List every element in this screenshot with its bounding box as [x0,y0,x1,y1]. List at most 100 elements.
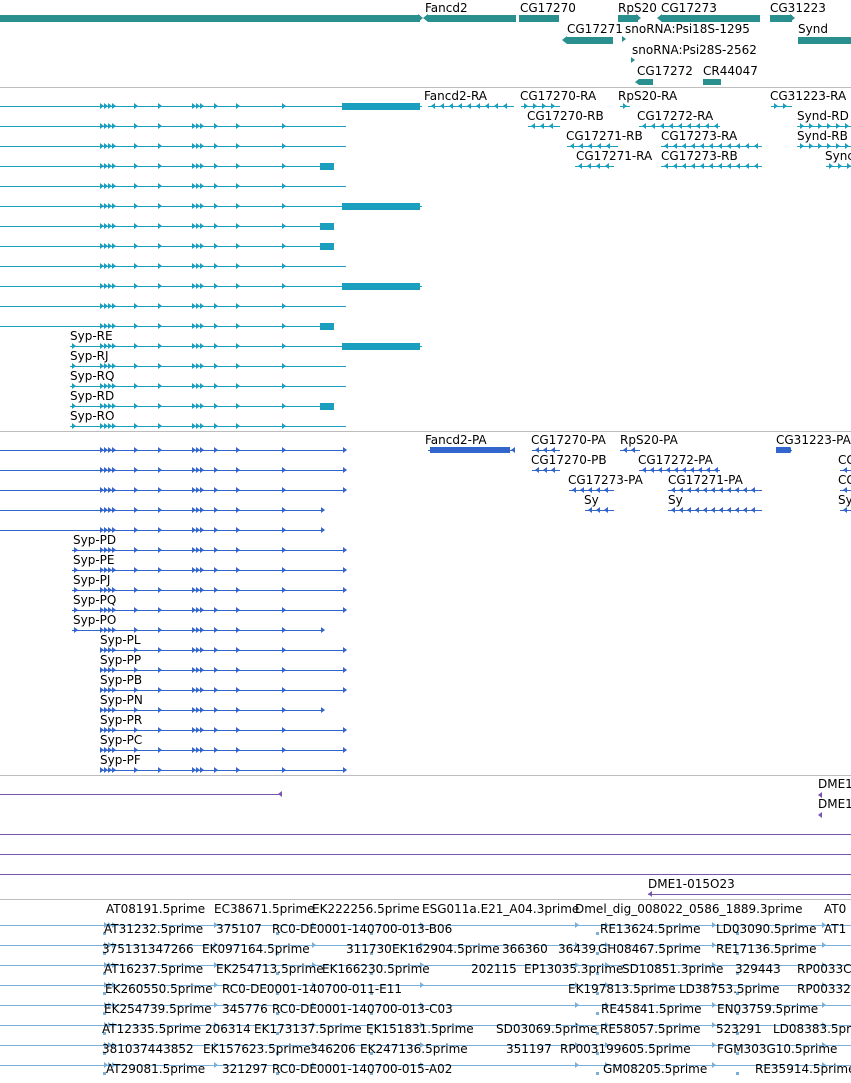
feature-label[interactable]: EK254713.5prime [216,962,324,976]
feature-label[interactable]: 345776 [222,1002,268,1016]
feature-label[interactable]: RC0-DE0001-140700-013-B06 [272,922,453,936]
feature-label[interactable]: Syp-RE [70,329,113,343]
exon-block[interactable] [342,283,420,290]
feature-label[interactable]: EC38671.5prime [214,902,315,916]
feature-label[interactable]: RP003199605.5prime [560,1042,691,1056]
feature-label[interactable]: Syp-RO [70,409,115,423]
feature-label[interactable]: EN03759.5prime [717,1002,819,1016]
feature-label[interactable]: AT12335.5prime [102,1022,202,1036]
feature-label[interactable]: EK162904.5prime [392,942,500,956]
feature-label[interactable]: RpS20-RA [618,89,678,103]
feature-label[interactable]: Syp-RQ [70,369,115,383]
feature-label[interactable]: RE13624.5prime [600,922,701,936]
feature-label[interactable]: 366360 [502,942,548,956]
feature-label[interactable]: SD10851.3prime [622,962,724,976]
feature-label[interactable]: LD03090.5prime [716,922,817,936]
feature-label[interactable]: CG17273 [661,1,717,15]
feature-label[interactable]: ESG011a.E21_A04.3prime [422,902,580,916]
feature-label[interactable]: Synd [798,22,828,36]
feature-label[interactable]: LD08383.5pr [773,1022,851,1036]
feature-label[interactable]: CG17270-RA [520,89,597,103]
feature-label[interactable]: Fancd2-RA [424,89,487,103]
feature-label[interactable]: CG17270 [520,1,576,15]
feature-label[interactable]: RpS20 [618,1,657,15]
feature-label[interactable]: Syp-PJ [73,573,111,587]
gene-block[interactable] [519,15,559,22]
feature-label[interactable]: 351197 [506,1042,552,1056]
feature-label[interactable]: 346206 [310,1042,356,1056]
feature-label[interactable]: Syp-RD [70,389,115,403]
feature-label[interactable]: Syp-PQ [73,593,117,607]
feature-label[interactable]: Sy [668,493,683,507]
feature-label[interactable]: 523291 [716,1022,762,1036]
gene-block[interactable] [703,79,721,85]
feature-label[interactable]: EK254739.5prime [104,1002,212,1016]
feature-label[interactable]: RE17136.5prime [716,942,817,956]
feature-label[interactable]: DME1 [818,797,851,811]
feature-label[interactable]: Syp-PF [100,753,141,767]
gene-block[interactable] [567,37,613,44]
feature-label[interactable]: 375107 [216,922,262,936]
feature-label[interactable]: Syp-PN [100,693,143,707]
feature-label[interactable]: Dmel_dig_008022_0586_1889.3prime [575,902,803,916]
feature-label[interactable]: EK197813.5prime [568,982,676,996]
feature-label[interactable]: CG17270-RB [527,109,604,123]
protein-block[interactable] [776,447,790,453]
gene-block[interactable] [0,15,420,22]
feature-label[interactable]: snoRNA:Psi28S-2562 [632,43,757,57]
feature-label[interactable]: GM08205.5prime [603,1062,708,1076]
feature-label[interactable]: SD03069.5prime [496,1022,598,1036]
gene-block[interactable] [770,15,792,22]
feature-label[interactable]: Synd-RD [797,109,849,123]
protein-block[interactable] [430,447,510,453]
feature-label[interactable]: Syp-RJ [70,349,109,363]
gene-block[interactable] [639,79,653,85]
feature-label[interactable]: 375131347266 [102,942,194,956]
exon-block[interactable] [342,343,420,350]
feature-label[interactable]: snoRNA:Psi18S-1295 [625,22,750,36]
feature-label[interactable]: RE58057.5prime [600,1022,701,1036]
feature-label[interactable]: CG17271-PB [838,453,851,467]
feature-label[interactable]: 311730 [346,942,392,956]
feature-label[interactable]: Sy [584,493,599,507]
feature-label[interactable]: RC0-DE0001-140700-013-C03 [272,1002,453,1016]
feature-label[interactable]: EK260550.5prime [105,982,213,996]
exon-block[interactable] [320,403,334,410]
feature-label[interactable]: Fancd2 [425,1,468,15]
feature-label[interactable]: Syp-PO [73,613,117,627]
feature-label[interactable]: CG17273-RB [661,149,738,163]
feature-label[interactable]: CG17270-PA [531,433,606,447]
feature-label[interactable]: CG17273-PB [838,473,851,487]
feature-label[interactable]: EK151831.5prime [366,1022,474,1036]
feature-label[interactable]: EK157623.5prime [203,1042,311,1056]
feature-label[interactable]: LD38753.5prime [679,982,780,996]
feature-label[interactable]: EP13035.3prime [524,962,624,976]
feature-label[interactable]: GH08467.5prime [598,942,701,956]
exon-block[interactable] [342,203,420,210]
feature-label[interactable]: CG31223-RA [770,89,847,103]
exon-block[interactable] [320,223,334,230]
feature-label[interactable]: 381037443852 [102,1042,194,1056]
exon-block[interactable] [320,323,334,330]
feature-label[interactable]: 36439 [558,942,597,956]
feature-label[interactable]: Syp-PB [100,673,143,687]
feature-label[interactable]: CG17270-PB [531,453,607,467]
feature-label[interactable]: EK173137.5prime [254,1022,362,1036]
feature-label[interactable]: EK222256.5prime [312,902,420,916]
feature-label[interactable]: 321297 [222,1062,268,1076]
feature-label[interactable]: CG17271-RA [576,149,653,163]
feature-label[interactable]: RE35914.5prime [755,1062,851,1076]
gene-block[interactable] [618,15,638,22]
feature-label[interactable]: Sync [825,149,851,163]
feature-label[interactable]: Fancd2-PA [425,433,487,447]
feature-label[interactable]: RpS20-PA [620,433,678,447]
feature-label[interactable]: RE45841.5prime [601,1002,702,1016]
feature-label[interactable]: CG31223 [770,1,826,15]
feature-label[interactable]: Syp-PL [100,633,141,647]
feature-label[interactable]: RC0-DE0001-140700-011-E11 [222,982,402,996]
feature-label[interactable]: AT29081.5prime [106,1062,206,1076]
feature-label[interactable]: CG17272 [637,64,693,78]
feature-label[interactable]: CG17271 [567,22,623,36]
feature-label[interactable]: CG17273-RA [661,129,738,143]
feature-label[interactable]: CR44047 [703,64,758,78]
